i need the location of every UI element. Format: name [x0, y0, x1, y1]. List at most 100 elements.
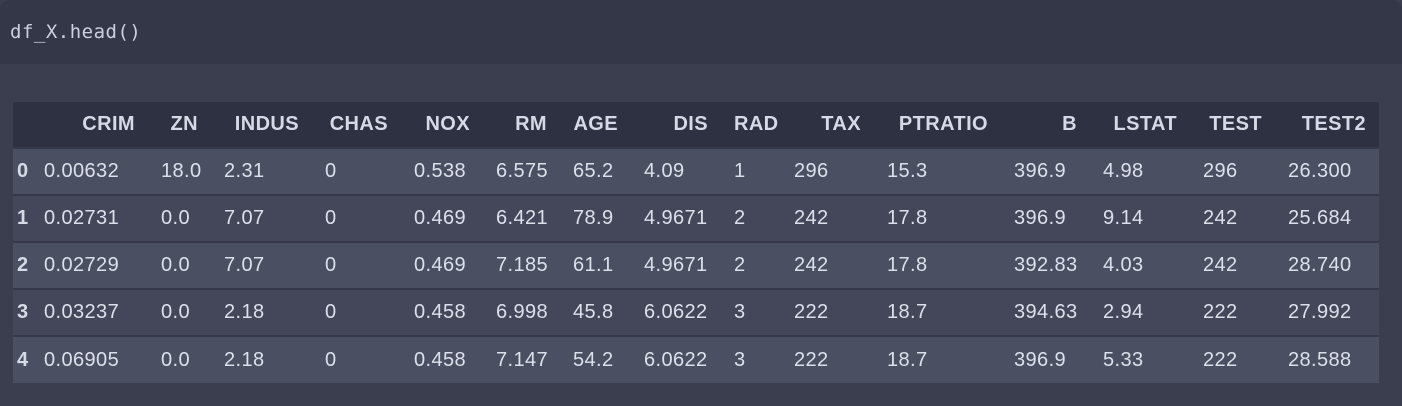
- column-header-test: TEST: [1190, 102, 1275, 148]
- table-cell: 28.740: [1275, 241, 1379, 289]
- table-cell: 61.1: [560, 241, 631, 289]
- row-index: 1: [13, 194, 31, 242]
- table-cell: 6.0622: [631, 288, 721, 336]
- table-cell: 27.992: [1275, 288, 1379, 336]
- dataframe-table: CRIM ZN INDUS CHAS NOX RM AGE DIS RAD TAX PTRATIO B…: [13, 102, 1379, 383]
- column-header-age: AGE: [560, 102, 631, 148]
- column-header-test2: TEST2: [1275, 102, 1379, 148]
- column-header-dis: DIS: [631, 102, 721, 148]
- table-cell: 17.8: [874, 194, 1001, 242]
- table-cell: 28.588: [1275, 335, 1379, 383]
- table-cell: 0: [312, 288, 401, 336]
- index-column-header: [13, 102, 31, 148]
- table-cell: 0: [312, 147, 401, 195]
- table-cell: 4.03: [1090, 241, 1190, 289]
- table-cell: 6.0622: [631, 335, 721, 383]
- table-cell: 222: [781, 288, 874, 336]
- table-cell: 222: [781, 335, 874, 383]
- table-cell: 394.63: [1001, 288, 1090, 336]
- table-cell: 7.147: [483, 335, 560, 383]
- table-cell: 0.02731: [31, 194, 148, 242]
- table-cell: 4.09: [631, 147, 721, 195]
- column-header-ptratio: PTRATIO: [874, 102, 1001, 148]
- table-cell: 0.06905: [31, 335, 148, 383]
- table-cell: 0.0: [148, 288, 211, 336]
- table-cell: 9.14: [1090, 194, 1190, 242]
- table-cell: 0: [312, 241, 401, 289]
- table-cell: 0.469: [401, 241, 483, 289]
- table-row: 2 0.02729 0.0 7.07 0 0.469 7.185 61.1 4.9671 2 242…: [13, 241, 1379, 289]
- table-cell: 0.0: [148, 194, 211, 242]
- table-cell: 2: [721, 194, 781, 242]
- table-cell: 6.421: [483, 194, 560, 242]
- table-cell: 6.575: [483, 147, 560, 195]
- table-cell: 18.7: [874, 288, 1001, 336]
- row-index: 2: [13, 241, 31, 289]
- table-cell: 45.8: [560, 288, 631, 336]
- table-cell: 0.03237: [31, 288, 148, 336]
- table-cell: 4.9671: [631, 241, 721, 289]
- table-cell: 0.0: [148, 335, 211, 383]
- table-cell: 54.2: [560, 335, 631, 383]
- column-header-zn: ZN: [148, 102, 211, 148]
- table-header-row: CRIM ZN INDUS CHAS NOX RM AGE DIS RAD TAX PTRATIO B…: [13, 102, 1379, 148]
- table-cell: 396.9: [1001, 335, 1090, 383]
- table-body: 0 0.00632 18.0 2.31 0 0.538 6.575 65.2 4.09 1 296 1…: [13, 147, 1379, 383]
- table-cell: 6.998: [483, 288, 560, 336]
- column-header-nox: NOX: [401, 102, 483, 148]
- table-cell: 3: [721, 335, 781, 383]
- table-cell: 222: [1190, 288, 1275, 336]
- table-cell: 15.3: [874, 147, 1001, 195]
- table-cell: 7.185: [483, 241, 560, 289]
- table-cell: 26.300: [1275, 147, 1379, 195]
- table-row: 4 0.06905 0.0 2.18 0 0.458 7.147 54.2 6.0622 3 222…: [13, 335, 1379, 383]
- table-cell: 2: [721, 241, 781, 289]
- table-cell: 4.9671: [631, 194, 721, 242]
- table-cell: 0.00632: [31, 147, 148, 195]
- table-cell: 242: [781, 241, 874, 289]
- table-cell: 18.0: [148, 147, 211, 195]
- column-header-b: B: [1001, 102, 1090, 148]
- table-cell: 0.458: [401, 335, 483, 383]
- table-row: 3 0.03237 0.0 2.18 0 0.458 6.998 45.8 6.0622 3 222…: [13, 288, 1379, 336]
- table-cell: 25.684: [1275, 194, 1379, 242]
- code-text[interactable]: df_X.head(): [10, 21, 142, 43]
- column-header-indus: INDUS: [211, 102, 312, 148]
- table-cell: 0.458: [401, 288, 483, 336]
- table-cell: 242: [1190, 241, 1275, 289]
- table-row: 1 0.02731 0.0 7.07 0 0.469 6.421 78.9 4.9671 2 242…: [13, 194, 1379, 242]
- table-cell: 2.94: [1090, 288, 1190, 336]
- table-cell: 396.9: [1001, 147, 1090, 195]
- table-cell: 0.469: [401, 194, 483, 242]
- column-header-tax: TAX: [781, 102, 874, 148]
- table-cell: 17.8: [874, 241, 1001, 289]
- table-cell: 296: [1190, 147, 1275, 195]
- table-cell: 0.538: [401, 147, 483, 195]
- table-cell: 0: [312, 194, 401, 242]
- row-index: 3: [13, 288, 31, 336]
- table-cell: 2.18: [211, 335, 312, 383]
- row-index: 0: [13, 147, 31, 195]
- table-cell: 4.98: [1090, 147, 1190, 195]
- table-cell: 222: [1190, 335, 1275, 383]
- table-cell: 0: [312, 335, 401, 383]
- table-cell: 242: [781, 194, 874, 242]
- table-cell: 2.31: [211, 147, 312, 195]
- table-cell: 2.18: [211, 288, 312, 336]
- table-cell: 0.0: [148, 241, 211, 289]
- column-header-crim: CRIM: [31, 102, 148, 148]
- column-header-rm: RM: [483, 102, 560, 148]
- column-header-rad: RAD: [721, 102, 781, 148]
- table-cell: 0.02729: [31, 241, 148, 289]
- table-cell: 7.07: [211, 241, 312, 289]
- table-cell: 65.2: [560, 147, 631, 195]
- column-header-chas: CHAS: [312, 102, 401, 148]
- table-cell: 3: [721, 288, 781, 336]
- table-row: 0 0.00632 18.0 2.31 0 0.538 6.575 65.2 4.09 1 296 1…: [13, 147, 1379, 195]
- row-index: 4: [13, 335, 31, 383]
- table-cell: 78.9: [560, 194, 631, 242]
- table-cell: 242: [1190, 194, 1275, 242]
- table-cell: 5.33: [1090, 335, 1190, 383]
- table-cell: 392.83: [1001, 241, 1090, 289]
- code-cell[interactable]: df_X.head(): [0, 0, 1402, 64]
